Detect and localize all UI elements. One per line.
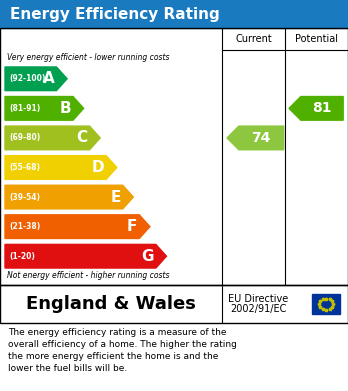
Text: (55-68): (55-68) (9, 163, 40, 172)
Text: B: B (60, 101, 71, 116)
Bar (0, 0, 348, 28)
Polygon shape (5, 126, 100, 150)
Text: Current: Current (235, 34, 272, 44)
Text: D: D (92, 160, 104, 175)
Text: Potential: Potential (295, 34, 338, 44)
Text: The energy efficiency rating is a measure of the: The energy efficiency rating is a measur… (8, 328, 227, 337)
Polygon shape (227, 126, 284, 150)
Text: (39-54): (39-54) (9, 193, 40, 202)
Text: F: F (127, 219, 137, 234)
Text: (92-100): (92-100) (9, 74, 45, 83)
Text: the more energy efficient the home is and the: the more energy efficient the home is an… (8, 352, 219, 361)
Text: Not energy efficient - higher running costs: Not energy efficient - higher running co… (7, 271, 169, 280)
Bar (312, 294, 340, 314)
Text: 2002/91/EC: 2002/91/EC (230, 304, 287, 314)
Text: lower the fuel bills will be.: lower the fuel bills will be. (8, 364, 127, 373)
Polygon shape (5, 215, 150, 239)
Text: (21-38): (21-38) (9, 222, 40, 231)
Text: (1-20): (1-20) (9, 252, 35, 261)
Bar (0, 28, 348, 285)
Polygon shape (5, 244, 166, 268)
Polygon shape (289, 97, 343, 120)
Polygon shape (5, 97, 84, 120)
Text: 81: 81 (312, 101, 332, 115)
Text: (81-91): (81-91) (9, 104, 40, 113)
Text: England & Wales: England & Wales (26, 295, 196, 313)
Bar (0, 285, 348, 323)
Text: C: C (77, 131, 88, 145)
Text: A: A (43, 71, 54, 86)
Polygon shape (5, 185, 133, 209)
Text: (69-80): (69-80) (9, 133, 40, 142)
Text: G: G (141, 249, 154, 264)
Text: 74: 74 (252, 131, 271, 145)
Polygon shape (5, 67, 67, 91)
Polygon shape (5, 156, 117, 179)
Text: E: E (110, 190, 121, 204)
Text: EU Directive: EU Directive (228, 294, 288, 304)
Text: Energy Efficiency Rating: Energy Efficiency Rating (10, 7, 220, 22)
Text: overall efficiency of a home. The higher the rating: overall efficiency of a home. The higher… (8, 340, 237, 349)
Text: Very energy efficient - lower running costs: Very energy efficient - lower running co… (7, 52, 169, 61)
